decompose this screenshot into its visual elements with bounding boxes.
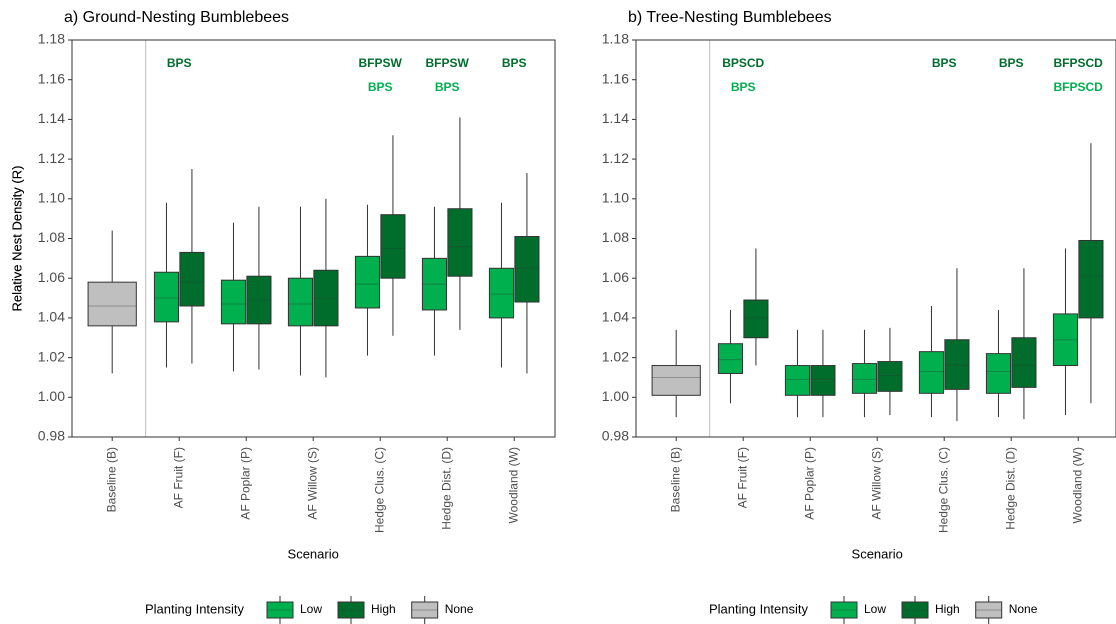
significance-label: BPS xyxy=(932,56,957,70)
y-tick-label: 1.18 xyxy=(38,31,65,47)
legend-label: High xyxy=(371,602,396,616)
x-tick-label: AF Fruit (F) xyxy=(171,447,185,508)
box xyxy=(1052,313,1079,367)
box xyxy=(743,299,769,339)
y-tick-label: 1.16 xyxy=(38,70,65,86)
significance-label: BPSCD xyxy=(722,56,764,70)
legend-label: Low xyxy=(300,602,322,616)
box xyxy=(488,267,515,319)
y-tick-label: 1.10 xyxy=(38,190,65,206)
box xyxy=(354,255,381,309)
box xyxy=(421,257,448,311)
legend-key xyxy=(975,601,1003,619)
box xyxy=(313,269,339,327)
legend-label: None xyxy=(1009,602,1038,616)
y-tick-label: 1.18 xyxy=(602,31,629,47)
x-axis-label: Scenario xyxy=(852,546,903,561)
significance-label: BPS xyxy=(502,56,527,70)
significance-label: BFPSW xyxy=(426,56,470,70)
x-tick-label: AF Poplar (P) xyxy=(802,447,816,520)
box xyxy=(717,343,744,374)
y-tick-label: 1.12 xyxy=(602,150,629,166)
box xyxy=(1011,337,1037,388)
significance-label: BPS xyxy=(435,80,460,94)
panel-title: b) Tree-Nesting Bumblebees xyxy=(628,9,832,26)
y-tick-label: 1.02 xyxy=(602,348,629,364)
box xyxy=(380,214,406,279)
box xyxy=(514,236,540,303)
x-tick-label: Hedge Dist. (D) xyxy=(439,447,453,530)
y-tick-label: 1.04 xyxy=(38,309,65,325)
x-tick-label: Woodland (W) xyxy=(506,447,520,523)
x-tick-label: Woodland (W) xyxy=(1070,447,1084,523)
y-tick-label: 0.98 xyxy=(602,428,629,444)
legend-title: Planting Intensity xyxy=(709,601,809,616)
significance-label: BPS xyxy=(368,80,393,94)
legend-key xyxy=(901,601,929,619)
y-tick-label: 1.00 xyxy=(38,388,65,404)
box xyxy=(810,365,836,396)
y-tick-label: 1.08 xyxy=(38,229,65,245)
box xyxy=(944,339,970,390)
y-tick-label: 1.10 xyxy=(602,190,629,206)
box xyxy=(877,361,903,392)
box xyxy=(220,279,247,325)
y-axis-label: Relative Nest Density (R) xyxy=(9,166,24,312)
y-tick-label: 1.12 xyxy=(38,150,65,166)
box xyxy=(179,251,205,307)
x-axis-label: Scenario xyxy=(288,546,339,561)
plot-frame xyxy=(635,39,1116,438)
x-tick-label: Baseline (B) xyxy=(668,447,682,512)
box xyxy=(918,351,945,394)
legend-key xyxy=(266,601,294,619)
x-tick-label: AF Willow (S) xyxy=(869,447,883,520)
plot-frame xyxy=(71,39,556,438)
x-tick-label: AF Poplar (P) xyxy=(238,447,252,520)
x-tick-label: Hedge Dist. (D) xyxy=(1003,447,1017,530)
legend-key xyxy=(830,601,858,619)
significance-label: BPS xyxy=(731,80,756,94)
box xyxy=(246,275,272,325)
legend-key xyxy=(337,601,365,619)
box xyxy=(985,353,1012,394)
x-tick-label: AF Willow (S) xyxy=(305,447,319,520)
significance-label: BFPSCD xyxy=(1054,80,1104,94)
legend-key xyxy=(411,601,439,619)
y-tick-label: 1.00 xyxy=(602,388,629,404)
legend-title: Planting Intensity xyxy=(145,601,245,616)
box xyxy=(784,365,811,396)
significance-label: BPS xyxy=(167,56,192,70)
y-tick-label: 1.04 xyxy=(602,309,629,325)
y-tick-label: 1.06 xyxy=(38,269,65,285)
x-tick-label: Baseline (B) xyxy=(104,447,118,512)
legend-label: Low xyxy=(864,602,886,616)
box xyxy=(851,363,878,394)
y-tick-label: 1.06 xyxy=(602,269,629,285)
box xyxy=(651,365,701,396)
x-tick-label: Hedge Clus. (C) xyxy=(936,447,950,533)
panel-title: a) Ground-Nesting Bumblebees xyxy=(64,9,289,26)
box xyxy=(87,281,137,327)
legend-label: None xyxy=(445,602,474,616)
y-tick-label: 1.08 xyxy=(602,229,629,245)
legend-label: High xyxy=(935,602,960,616)
box xyxy=(447,208,473,277)
box xyxy=(153,271,180,323)
y-tick-label: 1.14 xyxy=(602,110,629,126)
y-tick-label: 1.16 xyxy=(602,70,629,86)
x-tick-label: Hedge Clus. (C) xyxy=(372,447,386,533)
y-axis-label: Relative Nest Density (R) xyxy=(9,166,24,312)
significance-label: BPS xyxy=(999,56,1024,70)
y-tick-label: 0.98 xyxy=(38,428,65,444)
significance-label: BFPSW xyxy=(359,56,403,70)
box xyxy=(1078,239,1104,319)
box xyxy=(287,277,314,327)
y-tick-label: 1.14 xyxy=(38,110,65,126)
significance-label: BFPSCD xyxy=(1054,56,1104,70)
y-tick-label: 1.02 xyxy=(38,348,65,364)
x-tick-label: AF Fruit (F) xyxy=(735,447,749,508)
